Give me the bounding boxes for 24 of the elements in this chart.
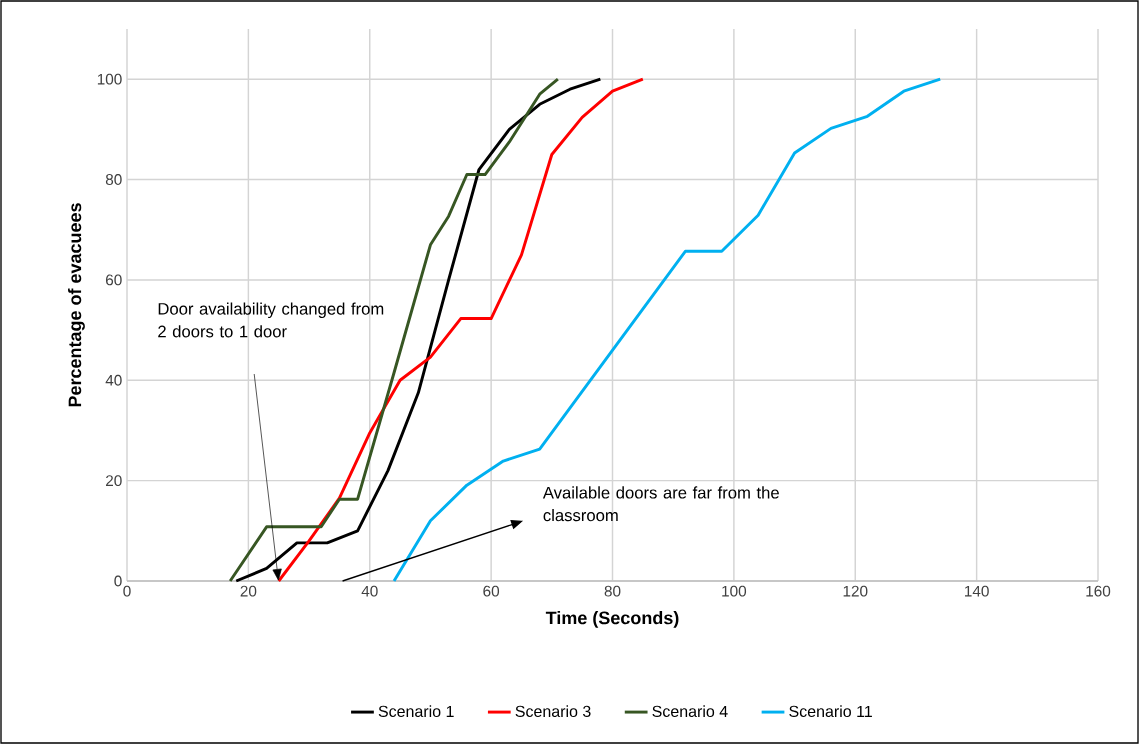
x-tick-label: 140 [965,585,989,597]
legend-label: Scenario 1 [378,705,454,718]
annotation: Door availability changed from 2 doors to 1 door [158,302,384,338]
x-tick-label: 60 [483,585,500,597]
y-tick-label: 80 [105,174,122,185]
y-tick-label: 100 [97,73,122,85]
y-axis-title: Percentage of evacuees [68,203,85,407]
y-tick-label: 60 [106,274,122,286]
x-axis-title: Time (Seconds) [545,611,679,628]
x-tick-label: 20 [240,585,257,597]
line-series [392,77,942,583]
y-tick-label: 20 [106,475,122,487]
x-tick-label: 40 [361,585,378,597]
legend-label: Scenario 11 [789,705,872,718]
legend-label: Scenario 4 [652,705,728,718]
x-tick-label: 0 [123,585,131,597]
legend-label: Scenario 3 [515,705,591,718]
x-tick-label: 100 [722,585,747,597]
x-tick-label: 120 [843,585,868,597]
annotation: Available doors are far from the classroom [542,486,779,522]
y-tick-label: 40 [105,374,122,386]
y-tick-label: 0 [114,575,122,587]
x-tick-label: 80 [604,585,621,597]
x-tick-label: 160 [1086,585,1111,597]
